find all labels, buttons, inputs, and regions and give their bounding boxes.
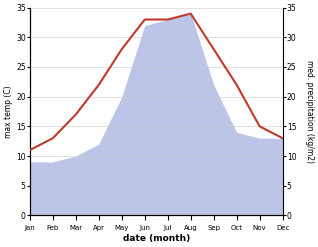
X-axis label: date (month): date (month) bbox=[123, 234, 190, 243]
Y-axis label: med. precipitation (kg/m2): med. precipitation (kg/m2) bbox=[305, 60, 314, 163]
Y-axis label: max temp (C): max temp (C) bbox=[4, 85, 13, 138]
